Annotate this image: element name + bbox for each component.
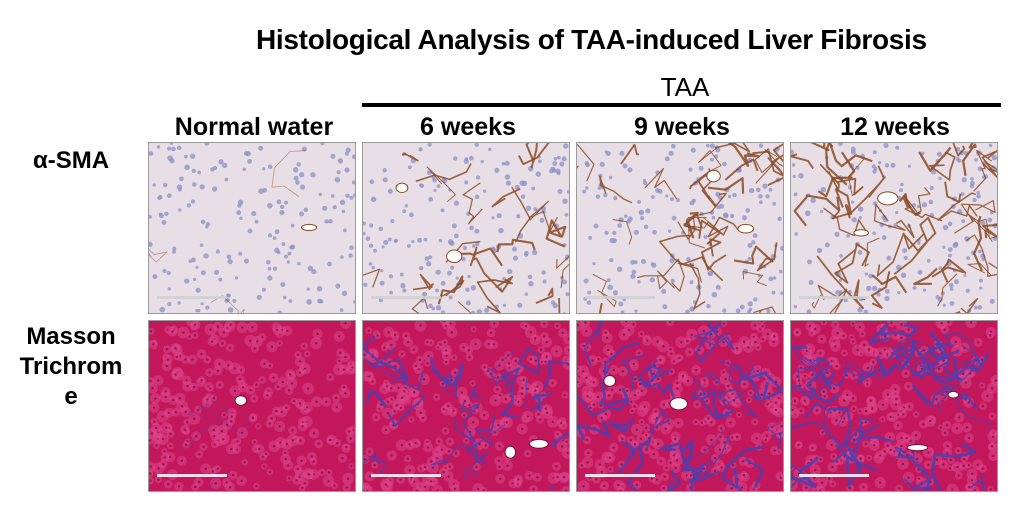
micrograph-alpha-sma-9-weeks	[576, 142, 784, 314]
taa-group-label: TAA	[660, 72, 710, 102]
micrograph-image	[577, 143, 783, 313]
scale-bar	[371, 296, 441, 299]
column-header-12-weeks: 12 weeks	[840, 113, 950, 141]
micrograph-masson-6-weeks	[362, 320, 570, 492]
scale-bar	[157, 296, 227, 299]
micrograph-image	[149, 143, 355, 313]
scale-bar	[585, 296, 655, 299]
scale-bar	[799, 296, 869, 299]
micrograph-masson-12-weeks	[790, 320, 998, 492]
column-header-normal-water: Normal water	[174, 113, 334, 141]
scale-bar	[371, 474, 441, 477]
row-label-line: e	[64, 383, 78, 410]
micrograph-alpha-sma-6-weeks	[362, 142, 570, 314]
micrograph-image	[791, 321, 997, 491]
micrograph-alpha-sma-12-weeks	[790, 142, 998, 314]
micrograph-image	[791, 143, 997, 313]
micrograph-alpha-sma-normal	[148, 142, 356, 314]
micrograph-image	[577, 321, 783, 491]
row-label-line: Trichrom	[19, 353, 123, 380]
scale-bar	[585, 474, 655, 477]
scale-bar	[157, 474, 227, 477]
taa-group-bracket-line	[362, 103, 1001, 107]
micrograph-masson-9-weeks	[576, 320, 784, 492]
figure-title: Histological Analysis of TAA-induced Liv…	[256, 24, 927, 55]
scale-bar	[799, 474, 869, 477]
micrograph-image	[363, 143, 569, 313]
row-label-masson-trichrome: Masson Trichrom e	[0, 322, 142, 412]
row-label-alpha-sma: α-SMA	[0, 146, 142, 176]
column-header-6-weeks: 6 weeks	[420, 113, 516, 141]
micrograph-image	[363, 321, 569, 491]
row-label-line: α-SMA	[32, 147, 110, 174]
row-label-line: Masson	[26, 323, 116, 350]
column-header-9-weeks: 9 weeks	[634, 113, 730, 141]
micrograph-image	[149, 321, 355, 491]
micrograph-masson-normal	[148, 320, 356, 492]
